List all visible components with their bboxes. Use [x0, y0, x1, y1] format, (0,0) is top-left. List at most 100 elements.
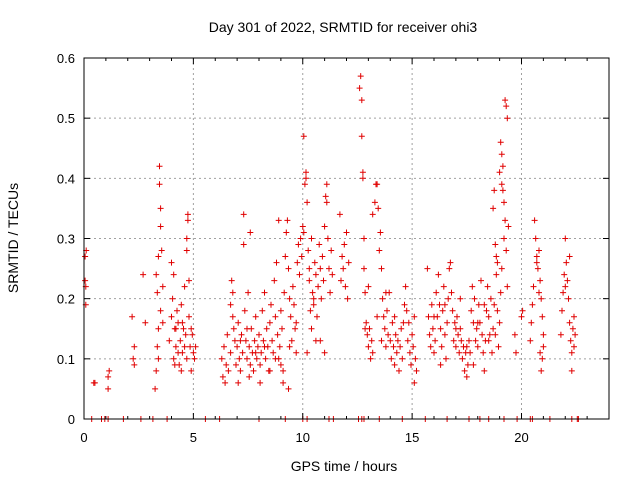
- data-point: [505, 223, 512, 230]
- data-point: [437, 325, 444, 332]
- data-point: [496, 169, 503, 176]
- data-point: [470, 361, 477, 368]
- data-point: [259, 307, 266, 314]
- data-point: [358, 97, 365, 104]
- data-point: [312, 271, 319, 278]
- data-point: [239, 349, 246, 356]
- data-point: [106, 367, 113, 374]
- data-point: [186, 277, 192, 284]
- data-point: [281, 289, 288, 296]
- data-point: [272, 355, 279, 362]
- x-tick-label: 5: [190, 430, 197, 445]
- grid: [84, 58, 609, 419]
- data-point: [250, 367, 257, 374]
- data-point: [392, 331, 399, 338]
- data-point: [227, 349, 234, 356]
- data-point: [261, 289, 268, 296]
- data-point: [157, 307, 164, 314]
- data-point: [485, 313, 492, 320]
- data-point: [241, 307, 248, 314]
- data-point: [280, 367, 287, 374]
- data-point: [288, 337, 295, 344]
- data-point: [566, 319, 573, 326]
- data-point: [571, 343, 577, 350]
- data-point: [400, 319, 407, 326]
- data-point: [223, 361, 230, 368]
- data-point: [413, 367, 420, 374]
- data-point: [183, 235, 190, 242]
- y-tick-label: 0: [68, 412, 75, 427]
- data-point: [251, 337, 258, 344]
- data-point: [178, 367, 185, 374]
- data-point: [473, 325, 480, 332]
- data-point: [258, 349, 265, 356]
- data-point: [389, 319, 396, 326]
- data-point: [131, 343, 138, 350]
- data-point: [463, 343, 470, 350]
- data-point: [229, 289, 236, 296]
- y-tick-label: 0.5: [57, 111, 75, 126]
- data-point: [179, 319, 186, 326]
- data-point: [401, 301, 408, 308]
- data-point: [268, 301, 274, 308]
- data-point: [513, 349, 519, 356]
- data-point: [319, 253, 326, 260]
- data-point: [571, 313, 577, 320]
- data-point: [492, 331, 499, 338]
- data-point: [257, 379, 264, 386]
- data-point: [560, 289, 567, 296]
- data-point: [277, 361, 284, 368]
- data-point: [297, 235, 304, 242]
- data-point: [178, 301, 185, 308]
- data-point: [308, 325, 315, 332]
- data-point: [379, 295, 386, 302]
- data-point: [469, 283, 476, 290]
- data-points: [82, 73, 582, 422]
- data-point: [399, 355, 406, 362]
- data-point: [166, 337, 173, 344]
- data-point: [326, 265, 332, 272]
- data-point: [303, 169, 309, 176]
- data-point: [475, 301, 482, 308]
- data-point: [536, 247, 542, 254]
- x-tick-label: 0: [80, 430, 87, 445]
- data-point: [316, 241, 323, 248]
- data-point: [532, 235, 539, 242]
- data-point: [491, 187, 498, 194]
- data-point: [309, 289, 316, 296]
- data-point: [310, 295, 317, 302]
- data-point: [237, 337, 244, 344]
- data-point: [257, 361, 264, 368]
- data-point: [340, 265, 347, 272]
- data-point: [246, 343, 253, 350]
- data-point: [449, 307, 456, 314]
- data-point: [437, 361, 444, 368]
- data-point: [296, 271, 303, 278]
- data-point: [310, 301, 317, 308]
- data-point: [171, 361, 178, 368]
- data-point: [344, 295, 351, 302]
- data-point: [231, 337, 238, 344]
- data-point: [189, 331, 196, 338]
- data-point: [276, 343, 283, 350]
- data-point: [456, 349, 463, 356]
- data-point: [292, 325, 299, 332]
- data-point: [228, 277, 235, 284]
- data-point: [188, 367, 195, 374]
- data-point: [218, 355, 225, 362]
- data-point: [511, 331, 518, 338]
- data-point: [271, 277, 278, 284]
- data-point: [503, 103, 510, 110]
- data-point: [450, 337, 457, 344]
- data-point: [479, 331, 486, 338]
- data-point: [286, 343, 293, 350]
- data-point: [153, 271, 160, 278]
- data-point: [498, 151, 505, 158]
- data-point: [274, 331, 281, 338]
- data-point: [565, 295, 572, 302]
- data-point: [323, 199, 330, 206]
- data-point: [501, 235, 507, 242]
- data-point: [82, 253, 89, 260]
- x-tick-label: 20: [514, 430, 528, 445]
